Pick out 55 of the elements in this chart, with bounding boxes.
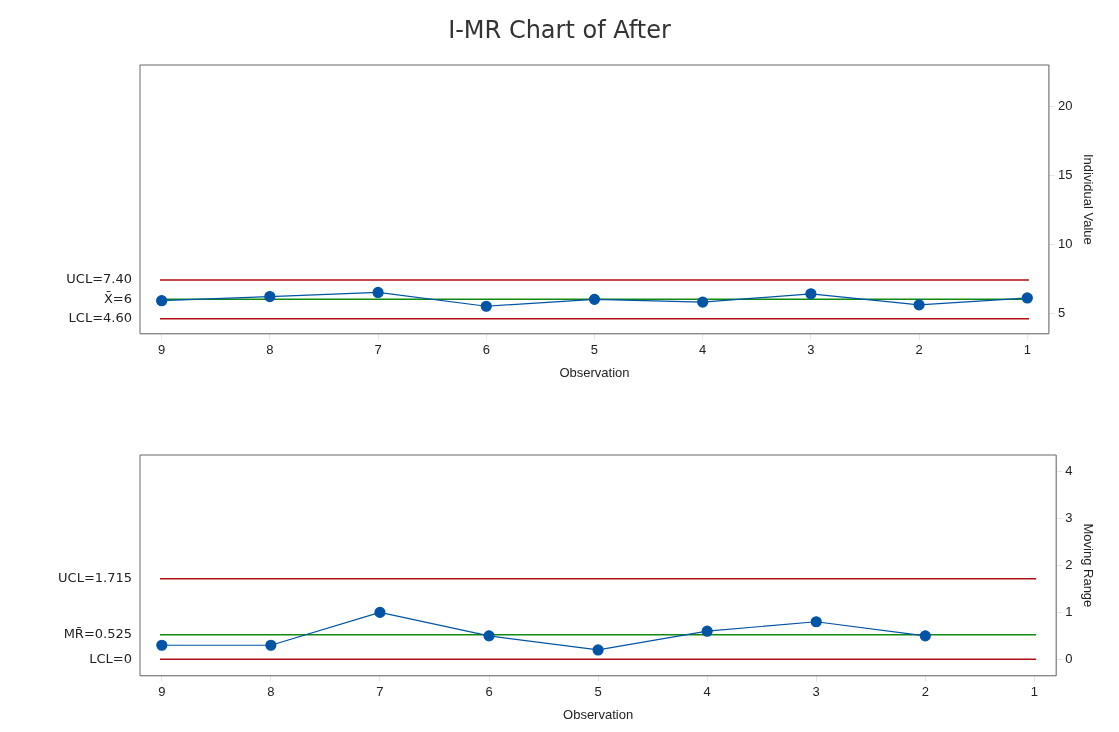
y-tick-label: 2: [1065, 556, 1073, 572]
y-tick-label: 20: [1057, 97, 1073, 113]
point: [265, 639, 277, 651]
x-tick-label: 9: [158, 342, 166, 358]
x-tick-label: 1: [1030, 684, 1038, 700]
y-tick-label: 5: [1057, 304, 1066, 320]
y-tick-label: 4: [1065, 463, 1073, 479]
x-tick-label: 8: [267, 684, 275, 700]
ref-line-label: LCL=4.60: [68, 310, 132, 326]
point: [697, 296, 709, 308]
x-tick-label: 9: [158, 684, 166, 700]
x-tick-label: 5: [594, 684, 602, 700]
ref-line-label: MR̄=0.525: [63, 626, 132, 642]
y-tick-label: 15: [1057, 166, 1073, 182]
point: [156, 295, 168, 307]
x-tick-label: 3: [807, 342, 815, 358]
y-axis-title: Individual Value: [1080, 153, 1096, 245]
point: [592, 644, 604, 656]
ref-line-label: UCL=7.40: [66, 271, 132, 287]
point: [701, 625, 713, 637]
point: [156, 639, 168, 651]
x-tick-label: 5: [590, 342, 599, 358]
x-tick-label: 6: [485, 684, 493, 700]
x-tick-label: 7: [376, 684, 384, 700]
point: [919, 630, 931, 642]
x-tick-label: 4: [703, 684, 711, 700]
ref-line-label: LCL=0: [89, 650, 132, 666]
x-tick-label: 7: [374, 342, 382, 358]
point: [810, 616, 822, 628]
y-axis-title: Moving Range: [1080, 523, 1096, 608]
y-tick-label: 0: [1065, 650, 1073, 666]
ref-line-label: X̄=6: [103, 290, 132, 306]
point: [374, 606, 386, 618]
point: [480, 300, 492, 312]
point: [483, 630, 495, 642]
point: [264, 290, 276, 303]
y-tick-label: 1: [1065, 603, 1073, 619]
x-tick-label: 2: [915, 342, 923, 358]
ref-line-label: UCL=1.715: [58, 570, 132, 586]
point: [913, 299, 925, 311]
x-axis-title: Observation: [559, 364, 630, 380]
x-tick-label: 8: [266, 342, 274, 358]
point: [805, 288, 817, 300]
point: [1021, 292, 1033, 304]
chart-title: I-MR Chart of After: [447, 15, 672, 46]
x-tick-label: 4: [699, 342, 707, 358]
x-tick-label: 2: [921, 684, 929, 700]
x-tick-label: 3: [812, 684, 820, 700]
x-tick-label: 6: [482, 342, 490, 358]
point: [588, 293, 601, 305]
y-tick-label: 3: [1065, 510, 1073, 525]
x-tick-label: 1: [1023, 342, 1031, 358]
y-tick-label: 10: [1057, 235, 1073, 251]
point: [372, 286, 384, 299]
x-axis-title: Observation: [563, 706, 634, 722]
